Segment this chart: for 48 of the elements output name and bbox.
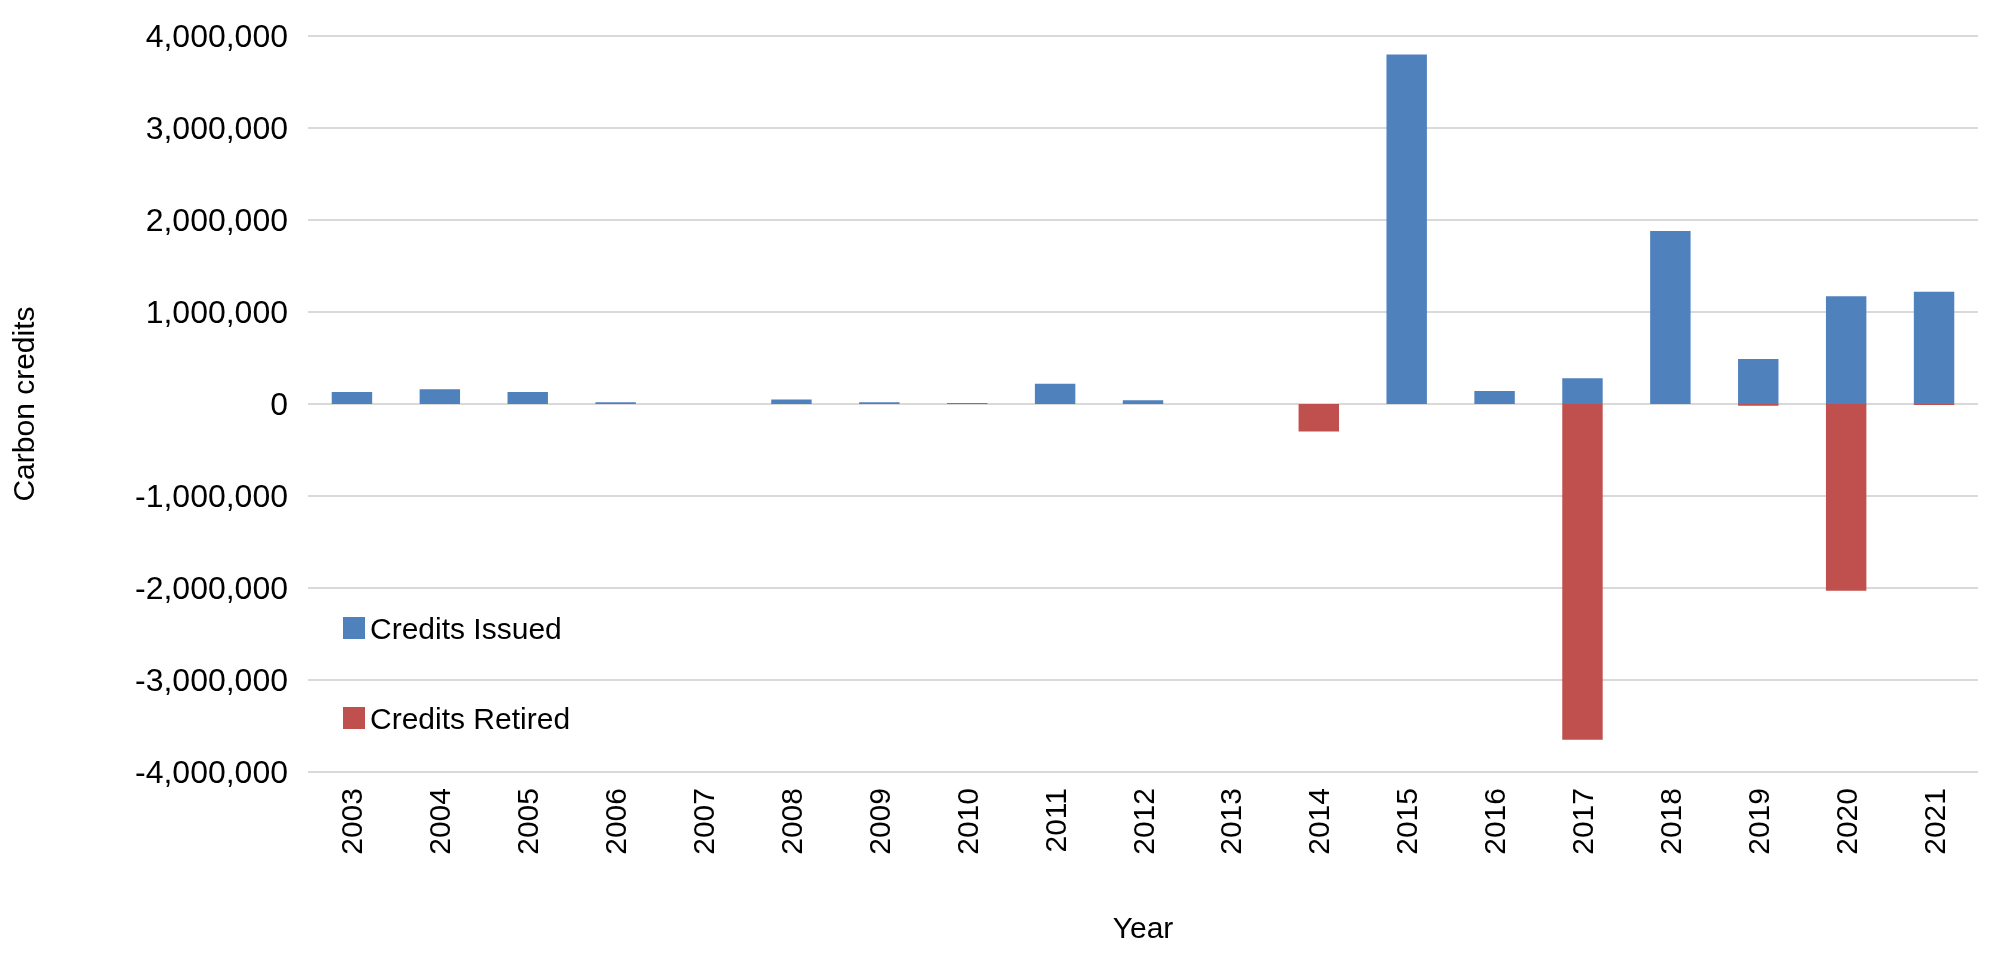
bar <box>1298 404 1340 432</box>
bar <box>1562 378 1603 404</box>
y-tick-label: -4,000,000 <box>134 754 288 790</box>
bar <box>1825 404 1867 591</box>
x-tick-label: 2013 <box>1214 788 1248 855</box>
bar <box>1562 404 1603 740</box>
x-tick-label: 2008 <box>774 788 808 855</box>
x-tick-label: 2018 <box>1653 788 1687 855</box>
x-tick-label: 2010 <box>950 788 984 855</box>
bar <box>771 399 812 404</box>
bar <box>1650 231 1691 404</box>
legend-label: Credits Retired <box>370 701 571 735</box>
x-tick-label: 2009 <box>862 788 896 855</box>
x-tick-label: 2019 <box>1741 788 1775 855</box>
x-tick-label: 2015 <box>1390 788 1424 855</box>
bar <box>507 392 548 404</box>
y-tick-label: -2,000,000 <box>134 570 288 606</box>
bar <box>1474 391 1515 404</box>
x-axis-title: Year <box>1112 910 1174 944</box>
x-tick-label: 2016 <box>1478 788 1512 855</box>
bar <box>1738 358 1779 404</box>
bar <box>419 389 461 404</box>
x-tick-label: 2012 <box>1126 788 1160 855</box>
x-tick-label: 2003 <box>335 788 369 855</box>
y-tick-label: 4,000,000 <box>145 18 288 54</box>
x-tick-label: 2014 <box>1302 788 1336 855</box>
bar <box>1386 54 1427 404</box>
y-tick-label: -3,000,000 <box>134 662 288 698</box>
y-tick-label: 2,000,000 <box>145 202 288 238</box>
y-tick-label: 0 <box>270 386 288 422</box>
x-tick-label: 2006 <box>599 788 633 855</box>
x-tick-label: 2004 <box>423 788 457 855</box>
y-tick-label: 3,000,000 <box>145 110 288 146</box>
x-tick-label: 2005 <box>511 788 545 855</box>
legend-label: Credits Issued <box>370 611 562 645</box>
bar <box>1913 291 1955 404</box>
x-tick-label: 2020 <box>1829 788 1863 855</box>
bar <box>1825 296 1867 404</box>
x-tick-label: 2007 <box>687 788 721 855</box>
x-tick-label: 2017 <box>1565 788 1599 855</box>
bar <box>1034 383 1076 404</box>
y-tick-label: 1,000,000 <box>145 294 288 330</box>
y-tick-label: -1,000,000 <box>134 478 288 514</box>
x-tick-label: 2021 <box>1917 788 1951 855</box>
y-axis-title: Carbon credits <box>6 306 40 502</box>
x-tick-label: 2011 <box>1038 788 1072 853</box>
bar <box>1122 400 1164 404</box>
bar <box>331 392 373 404</box>
